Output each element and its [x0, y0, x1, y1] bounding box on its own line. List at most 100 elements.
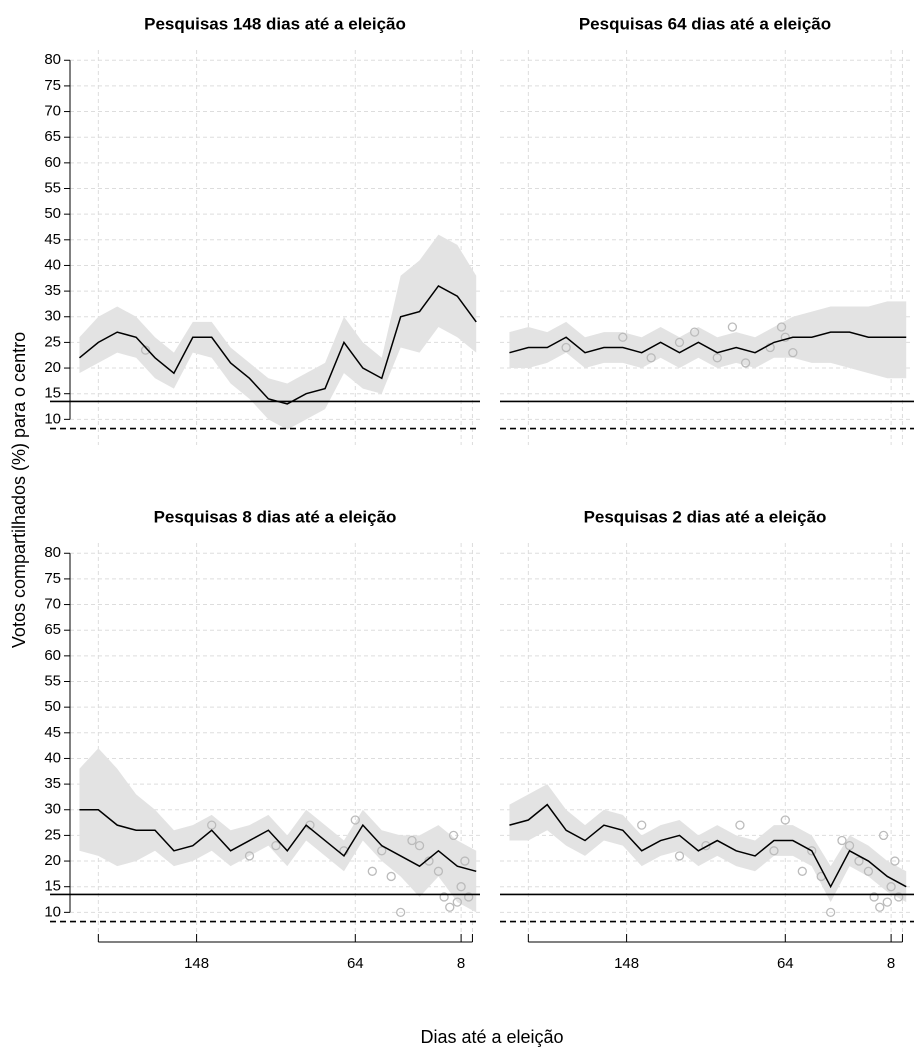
band [509, 784, 907, 903]
poll-point [886, 882, 896, 892]
poll-point [740, 358, 751, 368]
y-tick-label: 80 [44, 544, 61, 561]
poll-point [807, 846, 817, 856]
poll-point [735, 820, 745, 830]
line [79, 809, 477, 873]
y-tick-label: 25 [44, 333, 61, 350]
y-axis-label: Votos compartilhados (%) para o centro [9, 332, 29, 648]
poll-point [894, 892, 904, 902]
poll-point [140, 345, 151, 355]
poll-point [386, 871, 396, 882]
y-tick-label: 30 [44, 801, 61, 818]
poll-point [825, 907, 836, 918]
poll-point [788, 348, 798, 358]
poll-point [769, 846, 779, 856]
poll-point [878, 830, 889, 841]
band [509, 301, 907, 379]
y-tick-label: 15 [44, 878, 61, 895]
poll-point [414, 841, 425, 851]
poll-point [367, 866, 377, 876]
panel-title: Pesquisas 2 dias até a eleição [584, 507, 827, 526]
line [509, 331, 907, 354]
poll-point [350, 815, 360, 825]
poll-point [701, 841, 711, 851]
poll-point [395, 907, 406, 918]
poll-point [712, 353, 722, 363]
poll-point [863, 866, 874, 876]
y-tick-label: 45 [44, 231, 61, 248]
y-tick-label: 20 [44, 359, 61, 376]
y-tick-label: 35 [44, 282, 61, 299]
panel: Pesquisas 8 dias até a eleição 10 15 20 25 30… [44, 507, 480, 972]
y-tick-label: 50 [44, 698, 61, 715]
poll-point [377, 846, 387, 856]
x-tick-label: 64 [777, 955, 794, 972]
panel-title: Pesquisas 148 dias até a eleição [144, 14, 406, 33]
y-tick-label: 55 [44, 672, 61, 689]
poll-point [464, 892, 474, 902]
band [79, 234, 477, 430]
poll-point [674, 337, 685, 348]
poll-point [797, 866, 807, 876]
panel: Pesquisas 64 dias até a eleição [500, 14, 914, 445]
poll-point [433, 866, 444, 876]
x-tick-label: 8 [457, 955, 465, 972]
line [509, 803, 907, 889]
x-axis-label: Dias até a eleição [420, 1027, 563, 1047]
poll-point [445, 902, 455, 912]
poll-point [271, 841, 281, 851]
y-tick-label: 45 [44, 724, 61, 741]
y-tick-label: 25 [44, 826, 61, 843]
poll-point [207, 820, 217, 830]
y-tick-label: 10 [44, 410, 61, 427]
y-tick-label: 80 [44, 51, 61, 68]
poll-point [637, 820, 647, 830]
y-tick-label: 55 [44, 179, 61, 196]
y-tick-label: 75 [44, 570, 61, 587]
y-tick-label: 40 [44, 749, 61, 766]
y-tick-label: 65 [44, 621, 61, 638]
poll-point [890, 856, 900, 866]
panel: Pesquisas 148 dias até a eleição 10 15 20 25… [44, 14, 480, 445]
poll-point [727, 322, 738, 332]
poll-point [460, 856, 470, 866]
poll-point [776, 322, 787, 332]
y-tick-label: 50 [44, 205, 61, 222]
y-tick-label: 30 [44, 308, 61, 325]
y-tick-label: 20 [44, 852, 61, 869]
poll-point [646, 353, 656, 363]
y-tick-label: 65 [44, 128, 61, 145]
y-tick-label: 10 [44, 903, 61, 920]
poll-point [618, 332, 628, 342]
poll-point [244, 851, 255, 861]
y-tick-label: 35 [44, 775, 61, 792]
x-tick-label: 148 [614, 955, 639, 972]
poll-point [674, 851, 685, 861]
y-tick-label: 60 [44, 154, 61, 171]
panel-title: Pesquisas 64 dias até a eleição [579, 14, 831, 33]
y-tick-label: 60 [44, 647, 61, 664]
poll-point [882, 897, 892, 907]
poll-point [869, 892, 879, 902]
poll-point [448, 830, 459, 841]
y-tick-label: 75 [44, 77, 61, 94]
x-tick-label: 8 [887, 955, 895, 972]
band [79, 748, 477, 913]
poll-point [456, 882, 466, 892]
panel: Pesquisas 2 dias até a eleição 148 64 8 [500, 507, 914, 972]
x-tick-label: 148 [184, 955, 209, 972]
poll-point [844, 841, 855, 851]
poll-point [837, 835, 847, 846]
y-tick-label: 40 [44, 256, 61, 273]
poll-point [765, 342, 775, 353]
poll-point [407, 835, 417, 846]
poll-point [452, 897, 462, 907]
poll-point [875, 902, 885, 912]
poll-point [689, 327, 700, 337]
poll-point [439, 892, 449, 902]
y-tick-label: 15 [44, 385, 61, 402]
poll-point [780, 815, 790, 825]
y-tick-label: 70 [44, 103, 61, 120]
panel-title: Pesquisas 8 dias até a eleição [154, 507, 397, 526]
